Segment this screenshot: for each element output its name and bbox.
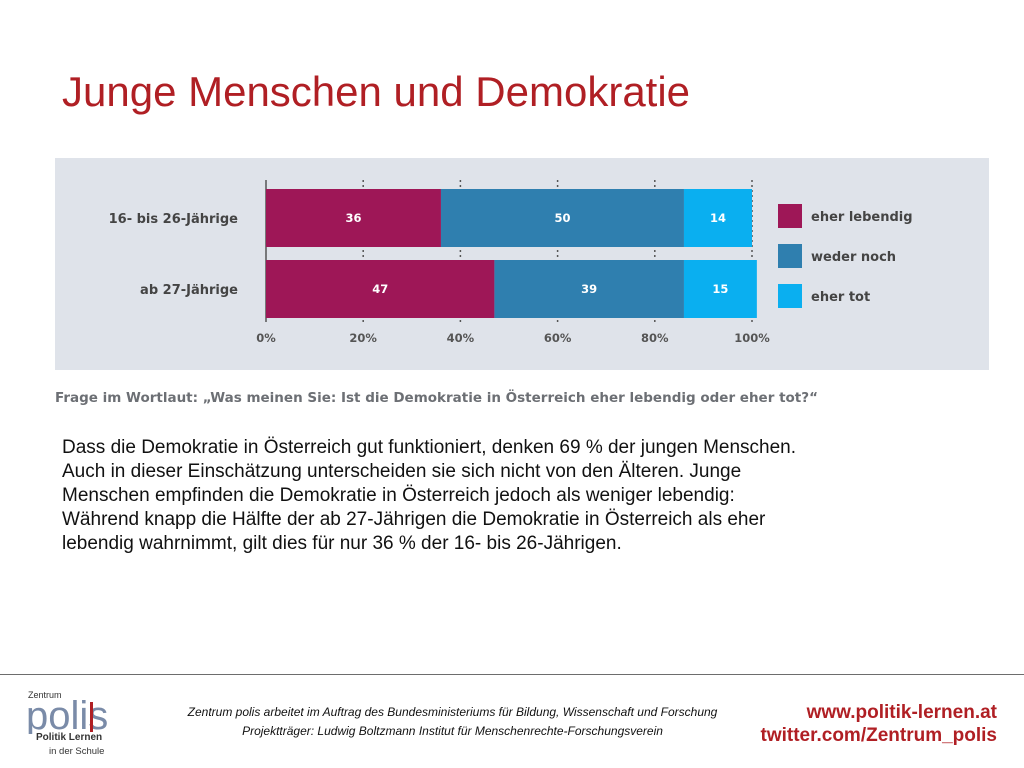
question-text: Frage im Wortlaut: „Was meinen Sie: Ist … [55,390,818,406]
body-line: Während knapp die Hälfte der ab 27-Jähri… [62,509,766,530]
legend-label: weder noch [811,250,896,265]
logo-zentrum-text: Zentrum [28,690,62,700]
data-label: 39 [581,282,597,296]
website-link[interactable]: www.politik-lernen.at [806,702,997,723]
logo-accent-bar [90,702,93,732]
footer-note-line2: Projektträger: Ludwig Boltzmann Institut… [242,724,663,738]
chart-panel: 0% 20% 40% 60% 80% 100% 16- bis 26-Jährige 36 50… [55,158,989,370]
footer-divider [0,674,1024,675]
data-label: 47 [372,282,388,296]
bar-segment [266,189,441,247]
bar-segment [440,189,684,247]
body-line: lebendig wahrnimmt, gilt dies für nur 36… [62,533,622,554]
body-line: Dass die Demokratie in Österreich gut fu… [62,437,797,458]
bar-segment [266,260,495,318]
x-tick-label: 20% [349,331,377,345]
bar-segment [683,260,757,318]
bar-segment [683,189,752,247]
footer-note-line1: Zentrum polis arbeitet im Auftrag des Bu… [187,705,718,719]
data-label: 15 [712,282,728,296]
page-title: Junge Menschen und Demokratie [62,68,691,115]
logo-polis-wordmark: polis [26,698,108,734]
body-line: Auch in dieser Einschätzung unterscheide… [62,461,742,482]
x-tick-label: 60% [544,331,572,345]
legend-swatch [778,244,802,268]
category-label: 16- bis 26-Jährige [109,212,239,227]
legend-swatch [778,284,802,308]
x-tick-label: 40% [447,331,475,345]
data-label: 36 [345,211,361,225]
x-tick-label: 0% [256,331,276,345]
bar-segment [494,260,684,318]
logo-politik-lernen: Politik Lernen [36,732,103,743]
legend-label: eher tot [811,290,870,305]
logo-word: polis [26,698,108,734]
twitter-link[interactable]: twitter.com/Zentrum_polis [760,725,997,746]
stacked-bar-chart: 0% 20% 40% 60% 80% 100% 16- bis 26-Jährige 36 50… [109,180,913,345]
x-tick-label: 80% [641,331,669,345]
logo-in-der-schule: in der Schule [49,746,105,757]
legend-swatch [778,204,802,228]
data-label: 50 [554,211,570,225]
zentrum-polis-logo: Zentrum polis Politik Lernen in der Schu… [26,690,141,762]
body-line: Menschen empfinden die Demokratie in Öst… [62,485,735,506]
legend-label: eher lebendig [811,210,913,225]
category-label: ab 27-Jährige [140,283,238,298]
body-paragraph: Dass die Demokratie in Österreich gut fu… [62,436,962,556]
x-tick-label: 100% [734,331,770,345]
data-label: 14 [710,211,726,225]
